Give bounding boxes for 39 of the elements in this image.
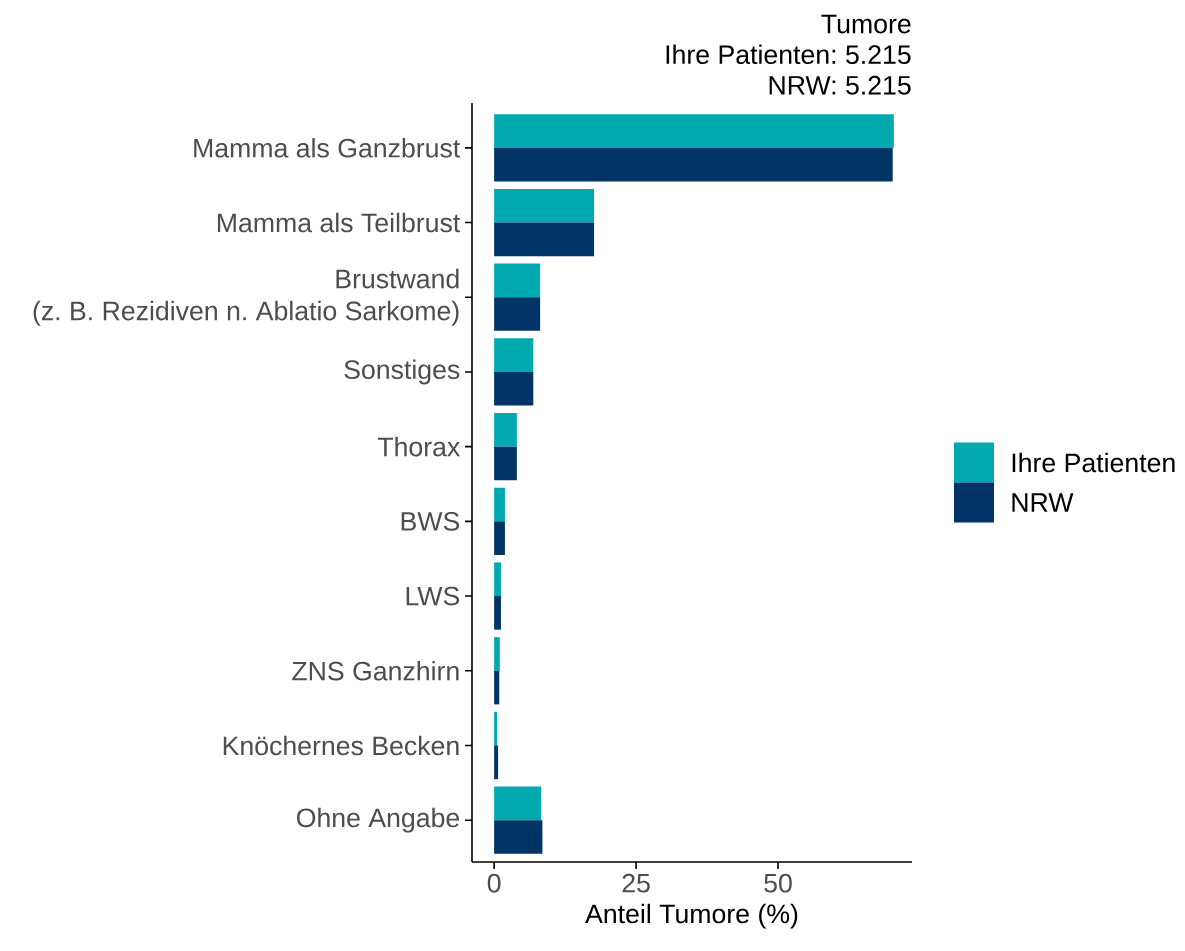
bar <box>494 263 541 298</box>
bar <box>494 147 893 182</box>
x-axis-title: Anteil Tumore (%) <box>585 903 798 929</box>
x-tick-label: 0 <box>487 873 501 893</box>
bar <box>494 297 541 331</box>
text: NRW: 5.215 <box>769 75 911 95</box>
bar <box>494 596 501 630</box>
bar <box>494 637 500 671</box>
y-tick-label: Ohne Angabe <box>296 807 460 833</box>
bar <box>494 670 500 705</box>
y-tick-label: BWS <box>401 511 460 531</box>
bar <box>494 487 505 522</box>
y-tick-label: LWS <box>406 586 460 606</box>
bar <box>494 446 517 481</box>
bar <box>494 338 534 372</box>
bar <box>494 114 894 148</box>
y-tick-label: Mamma als Ganzbrust <box>194 138 461 158</box>
bar <box>494 222 595 257</box>
legend-label: Ihre Patienten <box>1012 452 1175 473</box>
chart-title: Tumore <box>821 14 911 34</box>
y-tick-label: Knöchernes Becken <box>223 735 459 756</box>
bar <box>494 521 505 555</box>
legend-label: NRW <box>1012 493 1074 512</box>
bar <box>494 745 499 780</box>
y-tick-label: Thorax <box>377 436 460 457</box>
bar <box>494 188 595 223</box>
x-tick-label: 25 <box>622 873 650 893</box>
bar <box>494 371 534 406</box>
bar <box>494 413 517 447</box>
bar <box>494 820 543 854</box>
bar <box>494 786 542 821</box>
bar <box>494 562 501 597</box>
x-tick-label: 50 <box>764 873 792 893</box>
y-tick-label: Mamma als Teilbrust <box>217 212 461 233</box>
y-tick-label: ZNS Ganzhirn <box>292 660 459 681</box>
y-tick-label: Brustwand (z. B. Rezidiven n. Ablatio Sarkome) <box>33 268 459 326</box>
bar <box>494 711 497 746</box>
text: Ihre Patienten: 5.215 <box>666 44 911 65</box>
y-tick-label: Sonstiges <box>344 359 460 385</box>
